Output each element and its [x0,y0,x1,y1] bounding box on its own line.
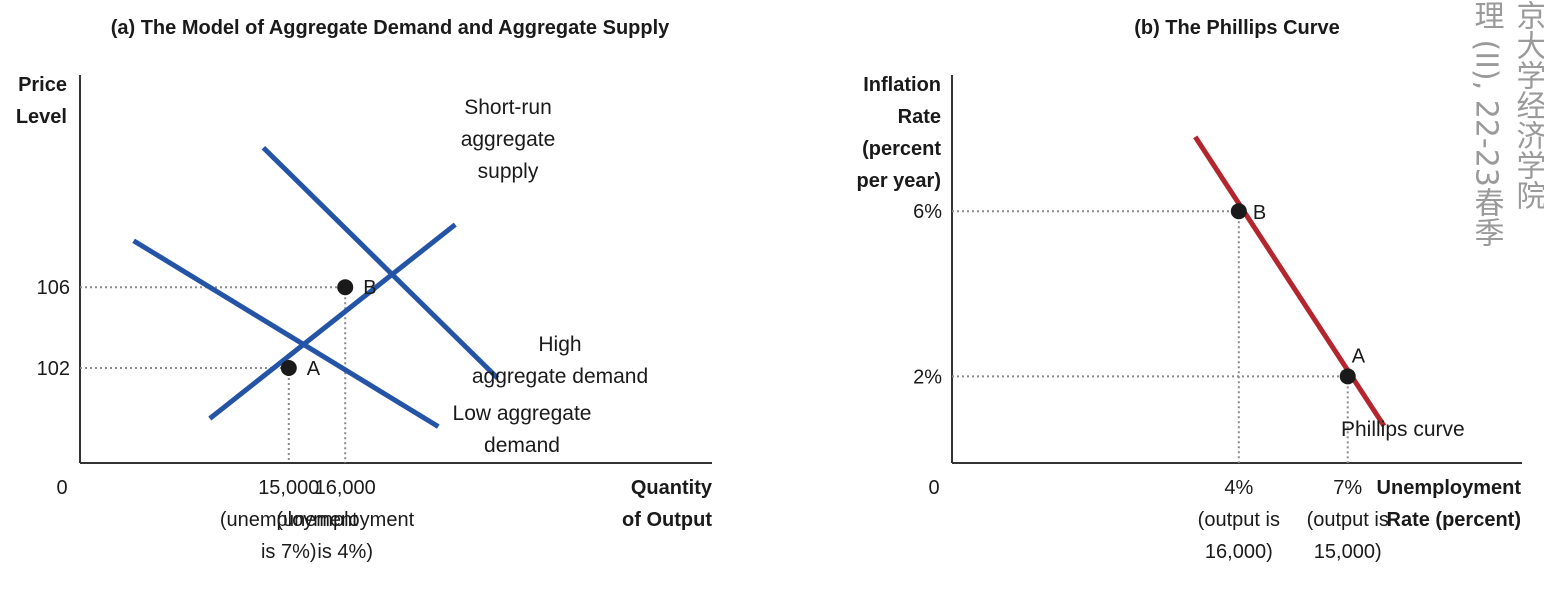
y-axis-label-line: Inflation [863,74,941,96]
x-axis-label-line: of Output [622,509,712,531]
y-axis-label-line: Level [16,106,67,128]
x-tick-label-line: 15,000) [1314,541,1382,563]
point-label: A [1352,345,1366,367]
curve-label-line: High [538,333,581,356]
chart-panel-0: (a) The Model of Aggregate Demand and Ag… [16,17,713,563]
y-tick-label: 106 [37,277,70,299]
y-axis-label-line: (percent [862,138,941,160]
origin-label: 0 [56,477,67,499]
curve-label-line: aggregate demand [472,365,648,388]
watermark-column: 京大学经济学院 [1511,0,1544,210]
chart-title: (b) The Phillips Curve [1134,17,1340,39]
curve-label-line: Short-run [464,96,552,119]
curve-sras [210,225,455,419]
x-tick-label-line: 4% [1224,477,1253,499]
x-tick-label-line: 7% [1333,477,1362,499]
y-axis-label-line: Rate [898,106,941,128]
y-axis-label-line: Price [18,74,67,96]
chart-panel-1: (b) The Phillips Curve Inflation Rate (perc… [857,17,1523,563]
point-marker [281,360,297,376]
watermark-column: 理 (II), 22-23春季 [1469,0,1504,247]
point-label: A [307,358,321,380]
x-tick-label-line: (unemployment [276,509,414,531]
x-tick-label-line: is 4%) [317,541,373,563]
x-axis-label-line: Unemployment [1377,477,1522,499]
curve-label-line: demand [484,434,560,457]
x-axis-label-line: Quantity [631,477,713,499]
point-marker [337,279,353,295]
x-axis-label-line: Rate (percent) [1387,509,1521,531]
point-label: B [363,277,376,299]
y-axis-label-line: per year) [857,170,942,192]
origin-label: 0 [928,477,939,499]
curve-label-line: supply [478,160,539,183]
x-tick-label-line: (output is [1307,509,1389,531]
x-tick-label-line: is 7%) [261,541,317,563]
curve-label-line: aggregate [461,128,556,151]
curve-label-line: Low aggregate [453,402,592,425]
x-tick-label-line: 16,000) [1205,541,1273,563]
y-tick-label: 102 [37,358,70,380]
y-tick-label: 6% [913,201,942,223]
x-tick-label-line: (output is [1198,509,1280,531]
y-tick-label: 2% [913,366,942,388]
curve-ad-low [134,241,439,427]
point-marker [1231,203,1247,219]
x-tick-label-line: 15,000 [258,477,319,499]
curve-label-line: Phillips curve [1341,418,1465,441]
curve-phillips [1195,137,1384,426]
point-marker [1340,368,1356,384]
point-label: B [1253,202,1266,224]
chart-title: (a) The Model of Aggregate Demand and Ag… [111,17,670,39]
x-tick-label-line: 16,000 [315,477,376,499]
